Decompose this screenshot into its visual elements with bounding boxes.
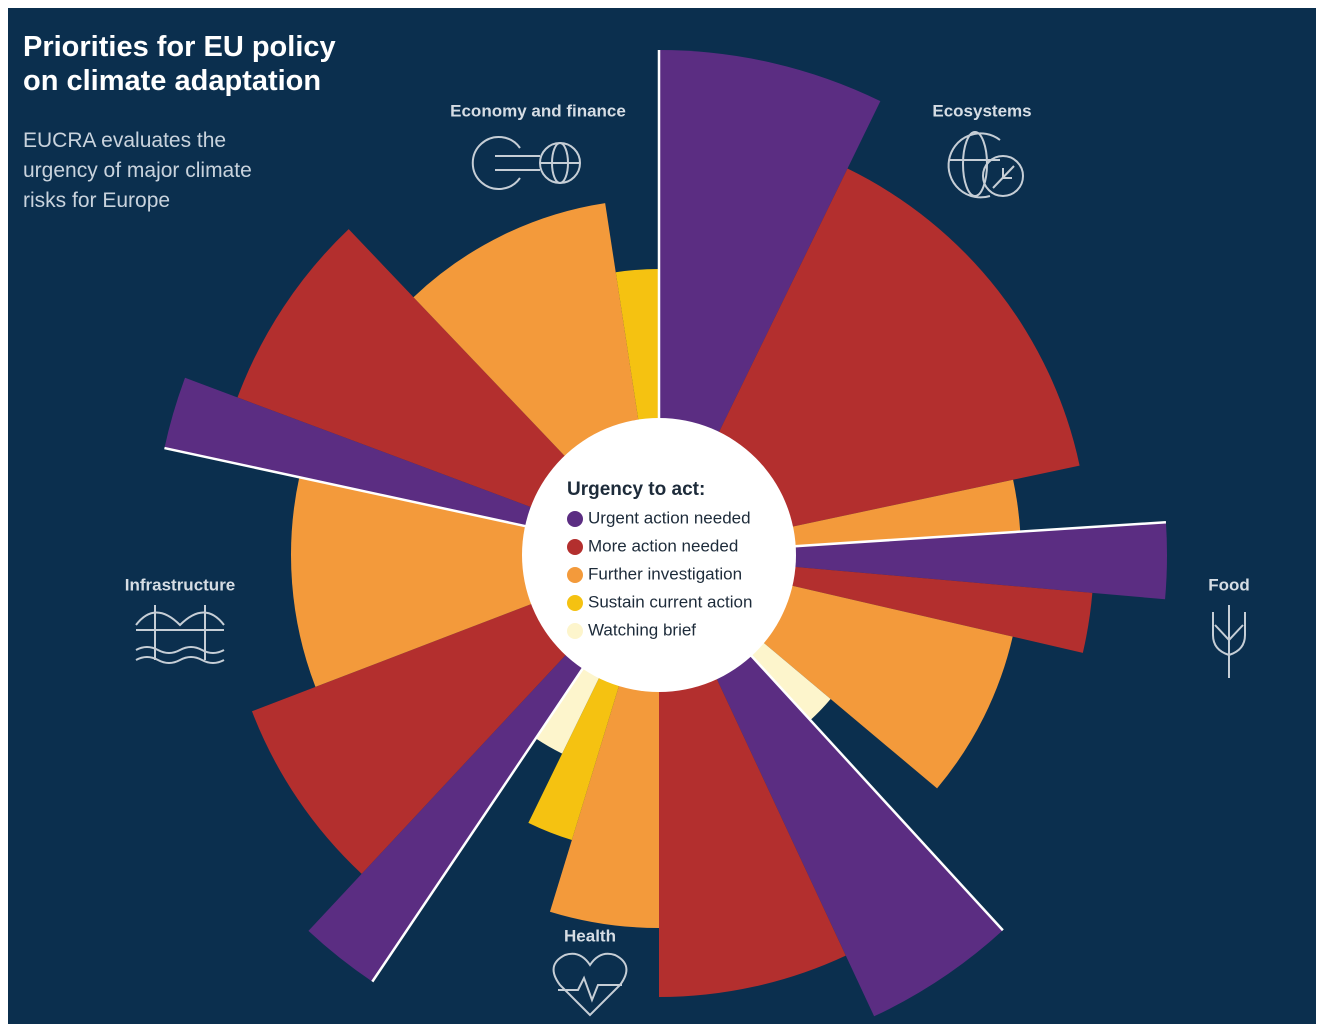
segment (659, 522, 1168, 600)
segment (659, 555, 1003, 1017)
subtitle: EUCRA evaluates the urgency of major cli… (23, 129, 252, 212)
center-circle (522, 418, 796, 692)
group-labels: Ecosystems Food Health Infrastructure Econom… (125, 101, 1250, 945)
group-label: Infrastructure (125, 575, 236, 594)
legend-swatch (567, 511, 583, 527)
legend-label: Urgent action needed (588, 508, 751, 527)
segment (308, 555, 659, 982)
legend-label: Sustain current action (588, 592, 752, 611)
group-label: Health (564, 926, 616, 945)
icon-economy (471, 136, 581, 190)
legend: Urgency to act: Urgent action needed More … (567, 479, 752, 639)
legend-swatch (567, 539, 583, 555)
group-label: Ecosystems (932, 101, 1031, 120)
title: Priorities for EU policy on climate adap… (23, 31, 336, 97)
icon-infrastructure (135, 605, 225, 664)
legend-label: Further investigation (588, 564, 742, 583)
legend-label: Watching brief (588, 620, 696, 639)
group-label: Food (1208, 575, 1250, 594)
legend-title: Urgency to act: (567, 479, 705, 500)
icon-health (552, 952, 628, 1017)
group-label: Economy and finance (450, 101, 626, 120)
legend-swatch (567, 595, 583, 611)
segment (291, 477, 659, 687)
segment (659, 168, 1080, 555)
icon-food (1212, 605, 1246, 678)
legend-label: More action needed (588, 536, 738, 555)
legend-swatch (567, 567, 583, 583)
icon-ecosystems (947, 131, 1024, 199)
legend-swatch (567, 623, 583, 639)
segment (659, 50, 881, 555)
